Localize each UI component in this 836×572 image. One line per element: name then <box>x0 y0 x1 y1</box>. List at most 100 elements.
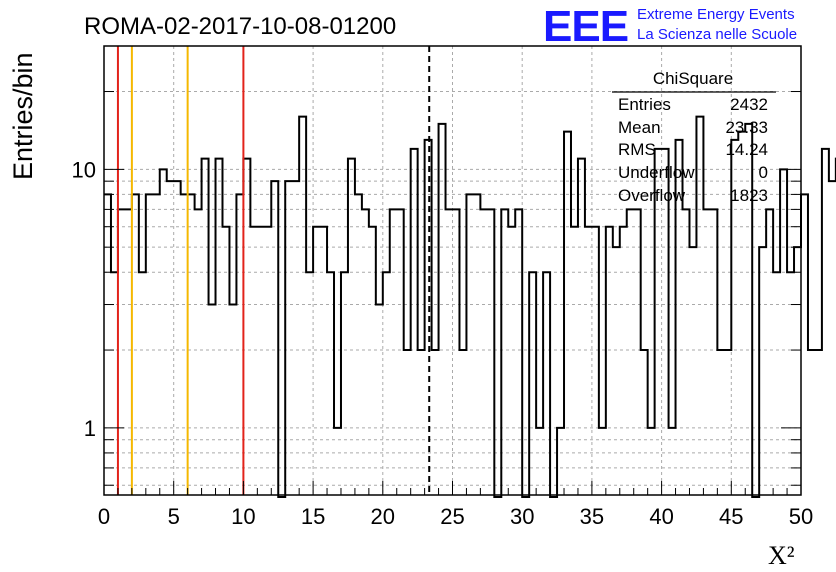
x-tick-label: 15 <box>301 504 325 529</box>
histogram-bin <box>745 124 752 495</box>
histogram-bin <box>313 227 320 495</box>
histogram-bin <box>236 194 243 495</box>
histogram-bin <box>459 350 466 495</box>
histogram-bin <box>808 350 815 495</box>
histogram-bin <box>801 194 808 495</box>
histogram-bin <box>418 350 425 495</box>
histogram-bin <box>620 227 627 495</box>
histogram-bin <box>341 272 348 495</box>
histogram-bin <box>139 272 146 495</box>
stats-box-title: ChiSquare <box>653 69 733 88</box>
histogram-bin <box>592 227 599 495</box>
histogram-bin <box>648 428 655 495</box>
histogram-bin <box>432 350 439 495</box>
histogram-bin <box>759 247 766 495</box>
histogram-bin <box>473 194 480 495</box>
histogram-bin <box>174 181 181 495</box>
histogram-bin <box>557 428 564 495</box>
histogram-bin <box>292 181 299 495</box>
histogram-bin <box>627 209 634 495</box>
histogram-bin <box>104 194 111 495</box>
stats-label-mean: Mean <box>618 118 661 137</box>
histogram-bin <box>585 227 592 495</box>
histogram-bin <box>250 227 257 495</box>
histogram-bin <box>508 227 515 495</box>
histogram-bin <box>167 181 174 495</box>
histogram-bin <box>334 428 341 495</box>
stats-box: ChiSquare Entries 2432 Mean 23.33 RMS 14… <box>612 69 776 205</box>
histogram-bin <box>209 305 216 495</box>
histogram-bin <box>766 209 773 495</box>
histogram-bin <box>571 227 578 495</box>
x-tick-label: 50 <box>789 504 813 529</box>
histogram-bin <box>703 209 710 495</box>
histogram-bin <box>383 272 390 495</box>
x-tick-label: 30 <box>510 504 534 529</box>
eee-logo: EEE Extreme Energy Events La Scienza nel… <box>543 2 797 51</box>
stats-label-overflow: Overflow <box>618 186 686 205</box>
y-tick-label: 10 <box>72 157 96 182</box>
histogram-bin <box>696 117 703 495</box>
stats-value-entries: 2432 <box>730 95 768 114</box>
histogram-bin <box>181 194 188 495</box>
x-axis-label: X² <box>768 541 795 570</box>
histogram-bin <box>466 194 473 495</box>
histogram-bin <box>320 227 327 495</box>
histogram-bin <box>578 159 585 495</box>
histogram-bin <box>564 132 571 495</box>
histogram-bin <box>829 181 836 495</box>
histogram-bin <box>689 247 696 495</box>
histogram-bin <box>362 209 369 495</box>
histogram-bin <box>487 209 494 495</box>
histogram-bin <box>243 159 250 495</box>
histogram-bin <box>146 194 153 495</box>
histogram-bin <box>222 227 229 495</box>
logo-line2: La Scienza nelle Scuole <box>637 26 797 43</box>
histogram-bin <box>153 194 160 495</box>
histogram-bin <box>125 209 132 495</box>
histogram-bin <box>815 350 822 495</box>
histogram-bin <box>285 181 292 495</box>
histogram-bin <box>453 209 460 495</box>
histogram-bin <box>229 305 236 495</box>
histogram-bin <box>111 272 118 495</box>
histogram-bin <box>118 209 125 495</box>
x-tick-label: 35 <box>580 504 604 529</box>
histogram-bin <box>369 227 376 495</box>
stats-label-underflow: Underflow <box>618 163 695 182</box>
y-tick-label: 1 <box>84 416 96 441</box>
x-tick-label: 10 <box>231 504 255 529</box>
grid <box>104 46 801 495</box>
histogram-bin <box>271 181 278 495</box>
x-tick-label: 40 <box>649 504 673 529</box>
histogram-bin <box>773 272 780 495</box>
histogram-bin <box>669 428 676 495</box>
x-tick-label: 0 <box>98 504 110 529</box>
histogram-bin <box>390 209 397 495</box>
histogram-bin <box>613 247 620 495</box>
logo-mark: EEE <box>543 2 628 51</box>
histogram-bin <box>257 227 264 495</box>
histogram-bin <box>397 209 404 495</box>
histogram-bin <box>439 124 446 495</box>
histogram-bin <box>515 209 522 495</box>
histogram-bin <box>822 149 829 495</box>
histogram-bin <box>634 209 641 495</box>
histogram-bin <box>355 194 362 495</box>
histogram-bin <box>348 159 355 495</box>
stats-label-rms: RMS <box>618 140 656 159</box>
stats-value-overflow: 1823 <box>730 186 768 205</box>
histogram-bin <box>599 428 606 495</box>
histogram-bin <box>606 227 613 495</box>
histogram-bin <box>501 209 508 495</box>
y-axis-label: Entries/bin <box>8 52 38 180</box>
chart-title: ROMA-02-2017-10-08-01200 <box>84 13 396 40</box>
histogram-bin <box>202 159 209 495</box>
histogram-bin <box>724 350 731 495</box>
x-tick-label: 20 <box>371 504 395 529</box>
x-tick-label: 45 <box>719 504 743 529</box>
histogram-bin <box>425 140 432 495</box>
stats-value-underflow: 0 <box>759 163 768 182</box>
histogram-bin <box>787 272 794 495</box>
